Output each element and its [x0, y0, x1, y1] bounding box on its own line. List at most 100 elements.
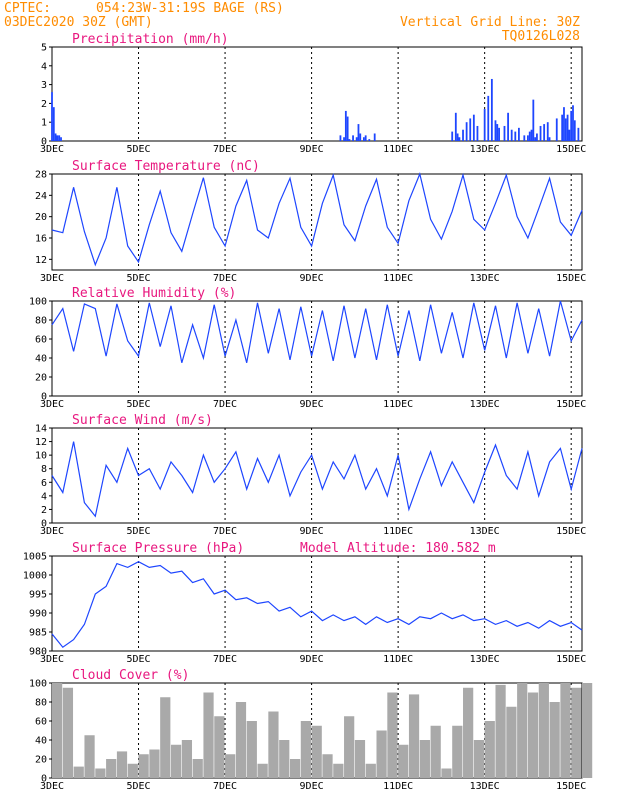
y-tick-label: 2: [41, 99, 47, 110]
precip-bar: [60, 137, 62, 141]
x-tick-label: 9DEC: [300, 781, 324, 792]
x-tick-label: 5DEC: [126, 654, 150, 665]
x-tick-label: 3DEC: [40, 144, 64, 155]
x-tick-label: 5DEC: [126, 781, 150, 792]
cloud-bar: [441, 768, 452, 778]
x-tick-label: 9DEC: [300, 526, 324, 537]
relative-humidity-title: Relative Humidity (%): [72, 286, 236, 301]
precip-bar: [543, 124, 546, 141]
cloud-bar: [52, 683, 63, 778]
surface-pressure-line: [51, 561, 583, 649]
x-tick-label: 15DEC: [556, 144, 586, 155]
precip-bar: [355, 137, 358, 141]
precip-bar: [561, 114, 564, 141]
cloud-bar: [181, 740, 193, 778]
cloud-bar: [506, 706, 517, 778]
y-tick-label: 8: [41, 464, 47, 475]
cloud-bar: [484, 721, 495, 778]
y-tick-label: 1000: [23, 571, 47, 582]
y-tick-label: 6: [41, 478, 47, 489]
precip-bar: [528, 131, 531, 141]
x-tick-label: 3DEC: [40, 273, 64, 284]
precip-bar: [469, 118, 472, 141]
x-tick-label: 11DEC: [383, 144, 413, 155]
y-tick-label: 80: [35, 698, 47, 709]
x-tick-label: 3DEC: [40, 654, 64, 665]
y-tick-label: 28: [35, 170, 47, 181]
y-tick-label: 40: [35, 354, 47, 365]
surface-pressure-panel: 3DEC5DEC7DEC9DEC11DEC13DEC15DEC17DEC9809…: [23, 541, 586, 665]
cloud-bar: [225, 754, 236, 778]
cloud-bar: [95, 768, 106, 778]
y-tick-label: 1005: [23, 552, 47, 563]
precip-bar: [510, 129, 513, 141]
precip-bar: [573, 120, 576, 141]
header-location: 054:23W-31:19S BAGE (RS): [96, 1, 284, 16]
y-tick-label: 3: [41, 80, 47, 91]
cloud-bar: [62, 687, 74, 778]
y-tick-label: 20: [35, 373, 47, 384]
surface-pressure-frame: [51, 555, 583, 652]
x-tick-label: 5DEC: [126, 399, 150, 410]
precip-bar: [344, 110, 347, 141]
y-tick-label: 5: [41, 43, 47, 54]
y-tick-label: 14: [35, 424, 47, 435]
x-tick-label: 3DEC: [40, 399, 64, 410]
relative-humidity-frame: [51, 300, 583, 397]
x-tick-label: 11DEC: [383, 399, 413, 410]
precip-bar: [476, 125, 479, 141]
x-tick-label: 7DEC: [213, 273, 237, 284]
x-tick-label: 13DEC: [470, 781, 500, 792]
x-tick-label: 5DEC: [126, 144, 150, 155]
precip-bar: [564, 118, 567, 141]
x-tick-label: 15DEC: [556, 399, 586, 410]
x-tick-label: 13DEC: [470, 399, 500, 410]
y-tick-label: 2: [41, 505, 47, 516]
y-tick-label: 980: [29, 647, 47, 658]
y-tick-label: 0: [41, 392, 47, 403]
precipitation-frame: [51, 46, 583, 142]
cloud-bar: [289, 759, 301, 778]
y-tick-label: 20: [35, 755, 47, 766]
cloud-bar: [235, 702, 247, 778]
y-tick-label: 990: [29, 609, 47, 620]
cloud-bar: [354, 740, 366, 778]
cloud-bar: [333, 763, 344, 778]
precip-bar: [465, 122, 468, 141]
x-tick-label: 11DEC: [383, 273, 413, 284]
model-altitude: Model Altitude: 180.582 m: [300, 541, 496, 556]
x-tick-label: 15DEC: [556, 526, 586, 537]
x-tick-label: 9DEC: [300, 144, 324, 155]
precip-bar: [451, 131, 454, 141]
cloud-bar: [549, 702, 560, 778]
cloud-bar: [73, 766, 84, 778]
surface-temperature-line: [51, 172, 583, 267]
x-tick-label: 7DEC: [213, 654, 237, 665]
y-tick-label: 16: [35, 234, 47, 245]
cloud-bar: [398, 744, 409, 778]
y-tick-label: 4: [41, 491, 47, 502]
precip-bar: [368, 139, 371, 141]
cloud-bar: [463, 687, 474, 778]
cloud-bar: [84, 735, 95, 778]
y-tick-label: 0: [41, 137, 47, 148]
precip-bar: [568, 129, 571, 141]
precip-bar: [456, 133, 459, 141]
precip-bar: [503, 125, 506, 141]
cloud-bar: [300, 721, 311, 778]
x-tick-label: 9DEC: [300, 273, 324, 284]
cloud-bar: [106, 759, 117, 778]
precip-bar: [56, 135, 59, 141]
y-tick-label: 80: [35, 316, 47, 327]
precip-bar: [58, 135, 61, 141]
x-tick-label: 13DEC: [470, 144, 500, 155]
cloud-bar: [430, 725, 441, 778]
x-tick-label: 15DEC: [556, 781, 586, 792]
precip-bar: [514, 131, 517, 141]
y-tick-label: 12: [35, 437, 47, 448]
surface-pressure-title: Surface Pressure (hPa): [72, 541, 244, 556]
precip-bar: [362, 137, 365, 141]
x-tick-label: 9DEC: [300, 399, 324, 410]
x-tick-label: 11DEC: [383, 526, 413, 537]
